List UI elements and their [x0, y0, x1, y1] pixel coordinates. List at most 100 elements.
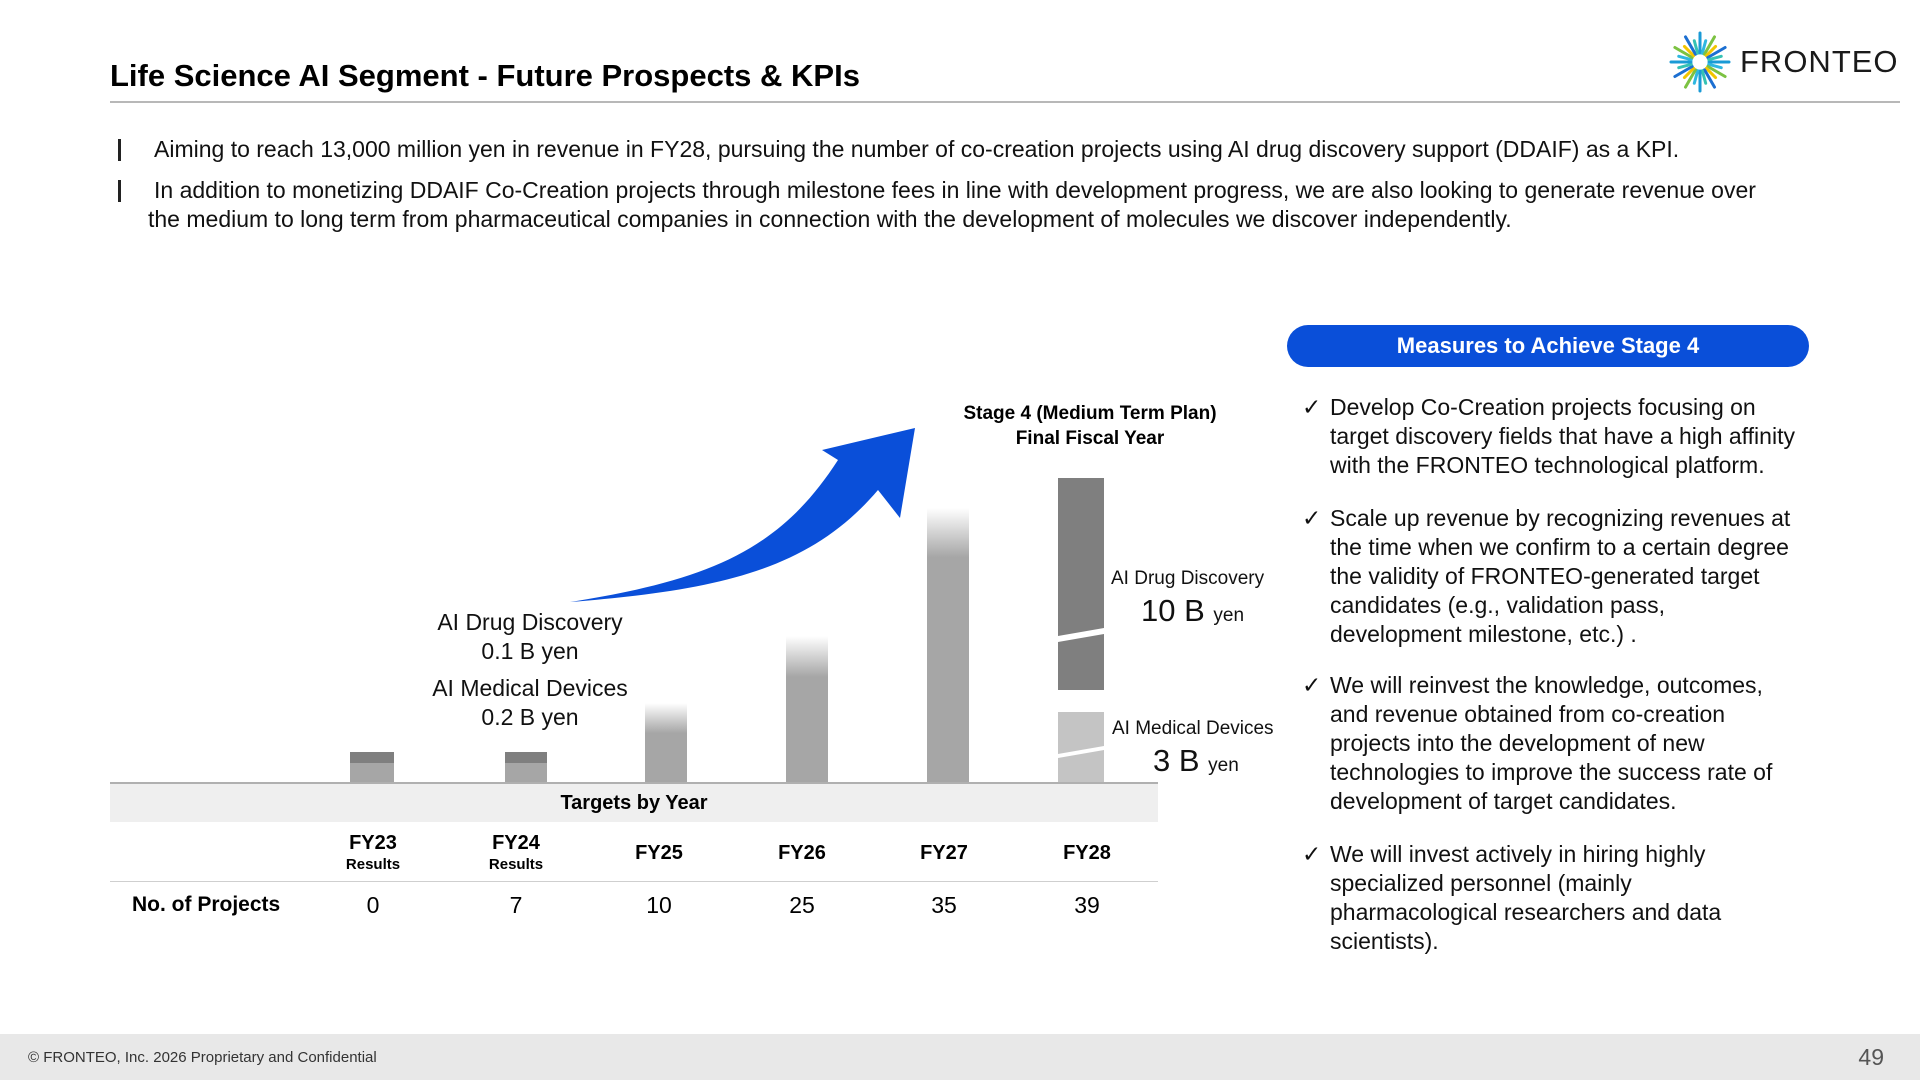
category-name: FY23: [349, 832, 397, 854]
drug-final-value: 10 B yen: [1141, 593, 1244, 629]
category-label-fy26: FY26: [778, 842, 826, 864]
drug-final-unit: yen: [1213, 605, 1245, 626]
check-icon: ✓: [1302, 841, 1322, 867]
measure-line: We will reinvest the knowledge, outcomes…: [1330, 672, 1763, 698]
logo-ray: [1703, 35, 1716, 56]
check-icon: ✓: [1302, 394, 1322, 420]
category-label-fy25: FY25: [635, 842, 683, 864]
annotation-label: AI Medical Devices: [432, 675, 628, 701]
logo-ray: [1700, 69, 1708, 85]
measure-line: pharmacological researchers and data: [1330, 899, 1722, 925]
bar-fy26: [786, 636, 828, 782]
category-label-fy27: FY27: [920, 842, 968, 864]
logo-ray: [1703, 68, 1716, 89]
measure-line: specialized personnel (mainly: [1330, 870, 1632, 896]
bar-segment-devices: [505, 763, 547, 782]
bullet-bar: [118, 139, 121, 161]
bullet-text-continued: the medium to long term from pharmaceuti…: [148, 206, 1512, 232]
starburst-icon: [1669, 31, 1731, 93]
bullet-bar: [118, 180, 121, 202]
medical-devices-annotation: AI Medical Devices 0.2 B yen: [410, 674, 650, 732]
chart-baseline: [110, 782, 1158, 784]
logo-ray: [1684, 68, 1697, 89]
logo-ray: [1684, 35, 1697, 56]
measure-text: We will reinvest the knowledge, outcomes…: [1330, 671, 1830, 816]
bar-segment-drug: [350, 752, 394, 763]
measure-line: and revenue obtained from co-creation: [1330, 701, 1726, 727]
annotation-value: 0.2 B yen: [481, 704, 579, 730]
logo-ray: [1707, 54, 1723, 62]
measure-line: candidates (e.g., validation pass,: [1330, 592, 1665, 618]
growth-arrow-icon: [570, 428, 915, 602]
measure-line: the validity of FRONTEO-generated target: [1330, 563, 1760, 589]
footer-bar: [0, 1034, 1920, 1080]
measure-line: projects into the development of new: [1330, 730, 1705, 756]
category-sub: Results: [488, 856, 544, 873]
bar-segment-drug: [505, 752, 547, 763]
stage-4-label: Stage 4 (Medium Term Plan) Final Fiscal …: [940, 401, 1240, 451]
logo-ray: [1692, 39, 1700, 55]
bar-fy23: [350, 752, 394, 782]
projects-value-fy25: 10: [646, 892, 672, 918]
devices-final-label: AI Medical Devices: [1112, 718, 1274, 739]
annotation-value: 0.1 B yen: [481, 638, 579, 664]
measure-line: Scale up revenue by recognizing revenues…: [1330, 505, 1791, 531]
logo-ray: [1706, 65, 1727, 78]
logo-ray: [1673, 46, 1694, 59]
logo-ray: [1677, 62, 1693, 70]
devices-final-value: 3 B yen: [1153, 743, 1239, 779]
drug-final-amount: 10 B: [1141, 593, 1205, 628]
bar-segment-devices: [350, 763, 394, 782]
logo-ray: [1673, 65, 1694, 78]
measures-heading: Measures to Achieve Stage 4: [1287, 325, 1809, 367]
bar-fy27: [927, 508, 969, 782]
stage-label-line: Stage 4 (Medium Term Plan): [963, 403, 1217, 424]
logo-ray: [1692, 69, 1700, 85]
bullet-text: In addition to monetizing DDAIF Co-Creat…: [154, 177, 1756, 203]
category-name: FY24: [492, 832, 540, 854]
projects-value-fy28: 39: [1074, 892, 1100, 918]
measure-line: target discovery fields that have a high…: [1330, 423, 1795, 449]
copyright-text: © FRONTEO, Inc. 2026 Proprietary and Con…: [28, 1049, 377, 1066]
measure-line: with the FRONTEO technological platform.: [1330, 452, 1765, 478]
logo-ray: [1704, 44, 1718, 58]
measure-line: Develop Co-Creation projects focusing on: [1330, 394, 1756, 420]
check-icon: ✓: [1302, 505, 1322, 531]
category-label-fy23: FY23 Results: [313, 832, 433, 876]
bar-fy25: [645, 703, 687, 782]
logo-ray: [1682, 44, 1696, 58]
page-number: 49: [1858, 1044, 1884, 1070]
logo-ray: [1682, 66, 1696, 80]
logo-ray: [1700, 39, 1708, 55]
check-icon: ✓: [1302, 672, 1322, 698]
logo-ray: [1706, 46, 1727, 59]
targets-by-year-label: Targets by Year: [560, 792, 708, 814]
logo-ray: [1677, 54, 1693, 62]
projects-row-label: No. of Projects: [132, 893, 281, 916]
category-label-fy28: FY28: [1063, 842, 1111, 864]
projects-value-fy24: 7: [509, 892, 523, 918]
measure-line: scientists).: [1330, 928, 1439, 954]
measure-line: We will invest actively in hiring highly: [1330, 841, 1706, 867]
projects-value-fy26: 25: [789, 892, 815, 918]
measure-text: Develop Co-Creation projects focusing on…: [1330, 393, 1830, 480]
projects-value-fy27: 35: [931, 892, 957, 918]
measure-line: the time when we confirm to a certain de…: [1330, 534, 1789, 560]
logo-ray: [1707, 62, 1723, 70]
category-label-fy24: FY24 Results: [456, 832, 576, 876]
stage-label-line: Final Fiscal Year: [1015, 428, 1165, 449]
bar-fy28: [1058, 478, 1104, 782]
measure-text: We will invest actively in hiring highly…: [1330, 840, 1830, 956]
page-title: Life Science AI Segment - Future Prospec…: [110, 58, 860, 93]
measure-line: development of target candidates.: [1330, 788, 1677, 814]
devices-final-unit: yen: [1208, 755, 1239, 776]
annotation-label: AI Drug Discovery: [437, 609, 623, 635]
measure-line: technologies to improve the success rate…: [1330, 759, 1773, 785]
category-sub: Results: [345, 856, 401, 873]
devices-final-amount: 3 B: [1153, 743, 1200, 778]
bullet-text: Aiming to reach 13,000 million yen in re…: [154, 136, 1680, 162]
bar-fy24: [505, 752, 547, 782]
drug-discovery-annotation: AI Drug Discovery 0.1 B yen: [410, 608, 650, 666]
drug-final-label: AI Drug Discovery: [1111, 568, 1265, 589]
table-divider: [110, 881, 1158, 882]
